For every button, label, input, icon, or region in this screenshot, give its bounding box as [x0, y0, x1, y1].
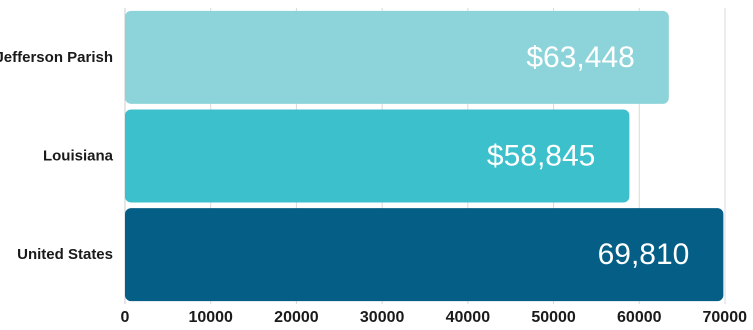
x-tick-labels: 0 10000 20000 30000 40000 50000 60000 70000 [121, 309, 748, 326]
x-tick-label: 50000 [531, 309, 576, 326]
bars [125, 10, 724, 302]
x-tick-label: 30000 [360, 309, 405, 326]
category-label: United States [17, 246, 113, 263]
data-label: 69,810 [598, 238, 690, 271]
x-tick-label: 40000 [446, 309, 491, 326]
category-label: Louisiana [43, 148, 114, 165]
x-tick-label: 20000 [274, 309, 319, 326]
x-tick-label: 10000 [188, 309, 233, 326]
data-labels: $63,448 $58,845 69,810 [487, 41, 689, 271]
x-tick-label: 0 [121, 309, 130, 326]
bar-jefferson-parish [125, 10, 669, 104]
data-label: $58,845 [487, 140, 595, 173]
x-tick-label: 70000 [703, 309, 748, 326]
bar-united-states [125, 208, 724, 302]
category-label: Jefferson Parish [0, 49, 113, 66]
x-tick-label: 60000 [617, 309, 662, 326]
category-labels: Jefferson Parish Louisiana United States [0, 49, 114, 263]
data-label: $63,448 [526, 41, 634, 74]
bar-louisiana [125, 109, 630, 203]
